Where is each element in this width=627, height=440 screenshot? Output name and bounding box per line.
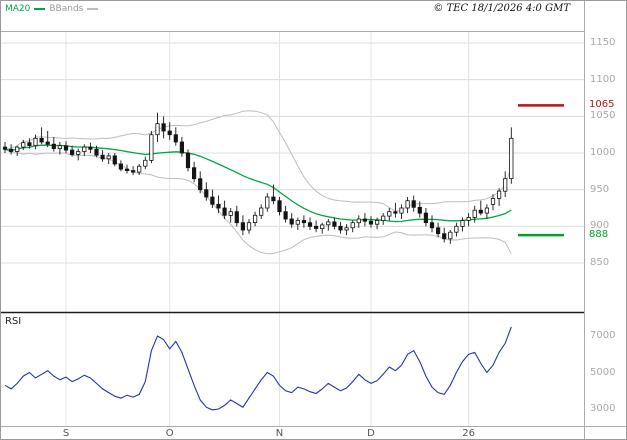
price-axis: 1150 1100 1050 1000 950 900 850 [586,1,626,439]
x-axis-label: S [62,428,70,439]
ma20-label: MA20 [5,4,31,14]
copyright-text: © TEC 18/1/2026 4:0 GMT [433,3,570,14]
price-tick-label: 1050 [590,110,616,122]
x-axis: S O N D 26 [1,427,584,439]
rsi-label: RSI [5,316,22,327]
rsi-tick-label: 3000 [590,403,616,414]
x-axis-label: 26 [462,428,475,439]
price-tick-label: 850 [590,257,610,268]
price-tick-label: 1100 [590,73,616,85]
price-tick-label: 1150 [590,37,616,48]
rsi-tick-label: 5000 [590,366,616,378]
price-tick-label: 950 [590,183,610,195]
resistance-label: 1065 [589,99,615,111]
x-axis-label: D [367,428,375,439]
rsi-tick-label: 7000 [590,330,616,341]
support-label: 888 [589,229,609,241]
legend: MA20 BBands [5,4,99,14]
price-tick-label: 900 [590,220,610,232]
ma20-line-sample [34,8,46,10]
bbands-label: BBands [49,4,84,14]
rsi-axis: 7000 5000 3000 [586,1,626,439]
bbands-line-sample [87,8,99,10]
x-axis-label: O [165,428,174,439]
x-axis-label: N [275,428,284,439]
price-tick-label: 1000 [590,147,616,158]
